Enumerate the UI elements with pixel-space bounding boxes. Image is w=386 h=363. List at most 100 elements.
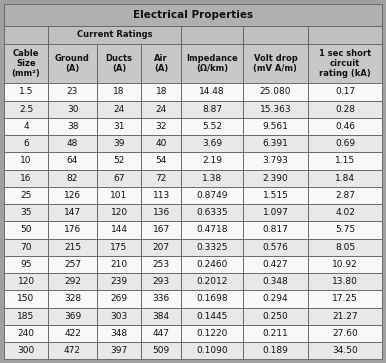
Text: 1 sec short
circuit
rating (kA): 1 sec short circuit rating (kA) [319,49,371,78]
Bar [97,290,141,307]
Text: 239: 239 [110,277,128,286]
Bar [97,187,141,204]
Text: 447: 447 [153,329,170,338]
Bar [308,101,382,118]
Bar [141,135,181,152]
Text: 328: 328 [64,294,81,303]
Bar [48,44,97,83]
Bar [141,170,181,187]
Bar [4,118,48,135]
Text: 101: 101 [110,191,128,200]
Text: 167: 167 [153,225,170,234]
Text: 0.189: 0.189 [262,346,288,355]
Text: 54: 54 [156,156,167,166]
Bar [308,118,382,135]
Bar [243,221,308,238]
Bar [308,152,382,170]
Bar [181,83,243,101]
Bar [48,290,97,307]
Bar [181,307,243,325]
Bar [243,238,308,256]
Bar [181,325,243,342]
Bar [4,170,48,187]
Text: 3.69: 3.69 [202,139,222,148]
Bar [243,26,308,44]
Text: 24: 24 [113,105,125,114]
Bar [97,101,141,118]
Text: 30: 30 [67,105,78,114]
Text: 16: 16 [20,174,32,183]
Text: 1.515: 1.515 [262,191,288,200]
Bar [4,307,48,325]
Text: Electrical Properties: Electrical Properties [133,10,253,20]
Bar [48,342,97,359]
Text: 13.80: 13.80 [332,277,358,286]
Bar [243,170,308,187]
Bar [141,273,181,290]
Text: 2.19: 2.19 [202,156,222,166]
Bar [97,325,141,342]
Text: 67: 67 [113,174,125,183]
Bar [243,273,308,290]
Text: 0.348: 0.348 [262,277,288,286]
Text: 18: 18 [156,87,167,97]
Bar [4,325,48,342]
Bar [141,83,181,101]
Text: 5.52: 5.52 [202,122,222,131]
Bar [141,221,181,238]
Text: 64: 64 [67,156,78,166]
Text: 24: 24 [156,105,167,114]
Bar [181,221,243,238]
Text: 0.8749: 0.8749 [196,191,228,200]
Bar [181,101,243,118]
Text: 27.60: 27.60 [332,329,358,338]
Text: 25.080: 25.080 [260,87,291,97]
Bar [181,273,243,290]
Text: 1.097: 1.097 [262,208,288,217]
Bar [48,273,97,290]
Text: 0.250: 0.250 [262,312,288,321]
Bar [308,221,382,238]
Bar [48,307,97,325]
Bar [97,152,141,170]
Text: 1.5: 1.5 [19,87,33,97]
Bar [308,187,382,204]
Text: 25: 25 [20,191,32,200]
Bar [4,135,48,152]
Bar [48,101,97,118]
Bar [48,325,97,342]
Text: 4: 4 [23,122,29,131]
Bar [243,118,308,135]
Bar [4,238,48,256]
Bar [243,187,308,204]
Bar [48,187,97,204]
Bar [48,118,97,135]
Text: 303: 303 [110,312,128,321]
Bar [4,256,48,273]
Bar [48,170,97,187]
Bar [243,204,308,221]
Text: 9.561: 9.561 [262,122,288,131]
Text: 14.48: 14.48 [199,87,225,97]
Bar [308,325,382,342]
Bar [308,342,382,359]
Bar [308,135,382,152]
Text: 23: 23 [67,87,78,97]
Bar [48,221,97,238]
Bar [97,221,141,238]
Text: 1.38: 1.38 [202,174,222,183]
Bar [243,83,308,101]
Text: 0.1090: 0.1090 [196,346,228,355]
Text: 0.2012: 0.2012 [196,277,228,286]
Text: 40: 40 [156,139,167,148]
Text: 17.25: 17.25 [332,294,358,303]
Text: 0.4718: 0.4718 [196,225,228,234]
Bar [243,342,308,359]
Bar [4,187,48,204]
Text: 210: 210 [110,260,128,269]
Text: 185: 185 [17,312,35,321]
Text: 120: 120 [17,277,35,286]
Text: 369: 369 [64,312,81,321]
Text: 0.817: 0.817 [262,225,288,234]
Bar [97,118,141,135]
